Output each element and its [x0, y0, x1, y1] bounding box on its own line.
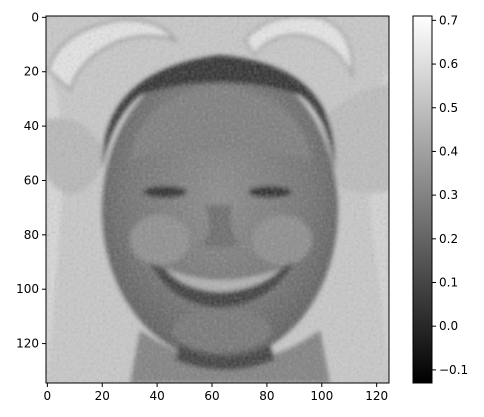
y-tick-label: 60	[24, 173, 39, 187]
colorbar	[412, 15, 433, 384]
x-tick-label: 100	[310, 389, 333, 403]
x-tick-label: 60	[204, 389, 219, 403]
colorbar-tick-label: −0.1	[439, 363, 468, 377]
colorbar-tick-label: 0.2	[439, 232, 458, 246]
x-tick-label: 120	[365, 389, 388, 403]
x-tick-label: 40	[149, 389, 164, 403]
texture-overlay	[46, 16, 389, 383]
colorbar-tick-label: 0.3	[439, 188, 458, 202]
y-tick-label: 0	[31, 10, 39, 24]
colorbar-tick-label: 0.5	[439, 101, 458, 115]
x-tick-label: 0	[44, 389, 52, 403]
y-tick-label: 100	[16, 282, 39, 296]
colorbar-tick-label: 0.4	[439, 144, 458, 158]
colorbar-tick-label: 0.1	[439, 276, 458, 290]
y-tick-label: 40	[24, 119, 39, 133]
heatmap-image	[46, 16, 389, 383]
colorbar-tick-label: 0.7	[439, 13, 458, 27]
y-tick-label: 120	[16, 337, 39, 351]
y-axis: 0 20 40 60 80 100 120	[16, 10, 46, 351]
y-tick-label: 80	[24, 228, 39, 242]
y-tick-label: 20	[24, 65, 39, 79]
colorbar-axis: −0.1 0.0 0.1 0.2 0.3 0.4 0.5 0.6 0.7	[432, 13, 468, 377]
x-tick-label: 20	[95, 389, 110, 403]
x-axis: 0 20 40 60 80 100 120	[44, 383, 388, 403]
x-tick-label: 80	[259, 389, 274, 403]
colorbar-tick-label: 0.0	[439, 319, 458, 333]
colorbar-tick-label: 0.6	[439, 57, 458, 71]
image-frame	[45, 15, 390, 384]
